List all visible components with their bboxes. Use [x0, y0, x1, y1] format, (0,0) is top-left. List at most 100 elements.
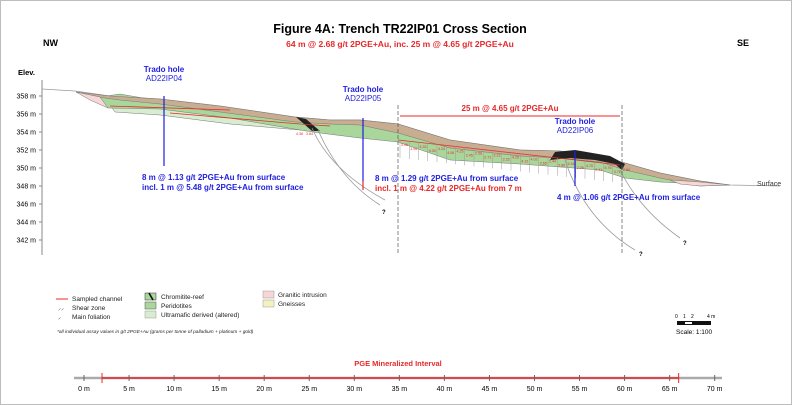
assay-value: 4.70	[586, 164, 593, 168]
assay-value: 2.84	[623, 168, 630, 172]
elev-ticks: 358 m 356 m 354 m 352 m 350 m 348 m 346 m 344 m…	[17, 94, 42, 245]
hole-title: Trado hole	[144, 65, 185, 74]
assay-values: 3.063.96 4.334.30 4.244.06 4.252.45 2.582.71…	[296, 132, 630, 183]
scale-bar: 0 1 2 4 m Scale: 1:100	[675, 314, 715, 336]
footnote: *all individual assay values in g/t 2PGE…	[57, 329, 254, 335]
assay-value: 2.86	[558, 164, 565, 168]
hole-result: 8 m @ 1.29 g/t 2PGE+Au from surface	[375, 174, 519, 183]
hole-result: incl. 1 m @ 5.48 g/t 2PGE+Au from surfac…	[142, 183, 304, 192]
unknown-mark: ?	[639, 252, 643, 258]
assay-value: 2.26	[577, 166, 584, 170]
chromitite-reef-left	[296, 117, 320, 131]
direction-se: SE	[737, 38, 749, 48]
axis-tick-label: 60 m	[617, 386, 633, 393]
legend: Sampled channel ⸝⸝ Shear zone ⸝ Main fol…	[56, 290, 327, 321]
legend-granitic-intrusion: Granitic intrusion	[278, 292, 327, 299]
shear-zone-2	[317, 129, 381, 206]
legend-sampled-channel: Sampled channel	[72, 296, 123, 303]
axis-tick-label: 40 m	[437, 386, 453, 393]
axis-tick-label: 30 m	[347, 386, 363, 393]
scale-tick: 0	[675, 314, 678, 320]
axis-tick-label: 35 m	[392, 386, 408, 393]
axis-tick-label: 15 m	[211, 386, 227, 393]
elev-tick-label: 352 m	[17, 148, 37, 155]
assay-value: 4.24	[438, 147, 445, 151]
legend-main-foliation: Main foliation	[72, 314, 111, 321]
hole-result: 4 m @ 1.06 g/t 2PGE+Au from surface	[557, 193, 701, 202]
hole-id: AD22IP05	[345, 94, 382, 103]
scale-tick: 4 m	[707, 314, 715, 320]
figure-title: Figure 4A: Trench TR22IP01 Cross Section	[273, 22, 527, 36]
chromitite-reef-right	[550, 150, 625, 170]
assay-value: 2.23	[494, 153, 501, 157]
assay-value: 2.65	[540, 162, 547, 166]
assay-value: 2.71	[484, 155, 491, 159]
hole-title: Trado hole	[555, 117, 596, 126]
assay-value: 3.06	[401, 143, 408, 147]
granite-swatch	[262, 290, 275, 299]
elev-tick-label: 348 m	[17, 184, 37, 191]
trado-hole-ad22ip04: Trado hole AD22IP04 8 m @ 1.13 g/t 2PGE+…	[142, 65, 304, 192]
surface-label: Surface	[757, 181, 781, 188]
altered-swatch	[144, 310, 157, 319]
elev-label: Elev.	[18, 68, 35, 77]
axis-tick-label: 55 m	[572, 386, 588, 393]
axis-tick-label: 10 m	[166, 386, 182, 393]
trado-hole-ad22ip05: Trado hole AD22IP05 8 m @ 1.29 g/t 2PGE+…	[343, 85, 522, 193]
figure-subtitle: 64 m @ 2.68 g/t 2PGE+Au, inc. 25 m @ 4.6…	[286, 39, 514, 49]
scale-tick: 2	[691, 314, 694, 320]
gneiss-swatch	[262, 299, 275, 308]
trado-hole-ad22ip06: Trado hole AD22IP06 4 m @ 1.06 g/t 2PGE+…	[555, 117, 701, 202]
hole-id: AD22IP06	[557, 126, 594, 135]
hole-title: Trado hole	[343, 85, 384, 94]
elev-tick-label: 356 m	[17, 112, 37, 119]
assay-value: 5.34	[568, 162, 575, 166]
assay-value: 3.96	[410, 147, 417, 151]
elev-tick-label: 346 m	[17, 202, 37, 209]
legend-gneisses: Gneisses	[278, 301, 306, 308]
shear-zone-3	[564, 159, 636, 251]
interval-label: 25 m @ 4.65 g/t 2PGE+Au	[462, 104, 559, 113]
legend-peridotites: Peridotites	[161, 303, 192, 310]
axis-tick-label: 45 m	[482, 386, 498, 393]
assay-value: 4.26	[512, 156, 519, 160]
elev-tick-label: 358 m	[17, 94, 37, 101]
bottom-axis-title: PGE Mineralized Interval	[354, 359, 442, 368]
bottom-axis: 0 m 5 m 10 m 15 m 20 m 25 m 30 m 35 m 40 m 45 m 50…	[74, 373, 723, 393]
assay-value: 4.33	[420, 145, 427, 149]
scale-tick: 1	[683, 314, 686, 320]
assay-value: 2.22	[503, 157, 510, 161]
shear-zone-4	[619, 169, 681, 239]
sampled-channel	[109, 105, 621, 166]
peridotite-swatch	[144, 301, 157, 310]
assay-value: 4.25	[457, 149, 464, 153]
shear-zone-icon: ⸝⸝	[58, 306, 64, 312]
hole-result: 8 m @ 1.13 g/t 2PGE+Au from surface	[142, 173, 286, 182]
elev-tick-label: 350 m	[17, 166, 37, 173]
axis-tick-label: 65 m	[662, 386, 678, 393]
assay-value: 3.84	[306, 132, 313, 136]
assay-value: 4.06	[447, 151, 454, 155]
assay-value: 3.71	[614, 170, 621, 174]
axis-tick-label: 25 m	[301, 386, 317, 393]
foliation-icon: ⸝	[58, 315, 61, 321]
unknown-mark: ?	[382, 210, 386, 216]
assay-value: 2.41	[595, 168, 602, 172]
assay-value: 5.76	[605, 166, 612, 170]
axis-tick-label: 0 m	[78, 386, 90, 393]
hole-id: AD22IP04	[146, 74, 183, 83]
geology-layers: ? ? ?	[41, 88, 781, 258]
elev-tick-label: 344 m	[17, 220, 37, 227]
assay-value: 2.58	[475, 151, 482, 155]
assay-value: 4.02	[531, 158, 538, 162]
axis-tick-label: 20 m	[256, 386, 272, 393]
hole-result: incl. 1 m @ 4.22 g/t 2PGE+Au from 7 m	[375, 184, 522, 193]
assay-value: 2.44	[549, 160, 556, 164]
direction-nw: NW	[43, 38, 58, 48]
assay-value: 4.12	[521, 160, 528, 164]
scale-label: Scale: 1:100	[676, 329, 713, 336]
axis-tick-label: 50 m	[527, 386, 543, 393]
elev-tick-label: 342 m	[17, 238, 37, 245]
legend-shear-zone: Shear zone	[72, 305, 106, 312]
